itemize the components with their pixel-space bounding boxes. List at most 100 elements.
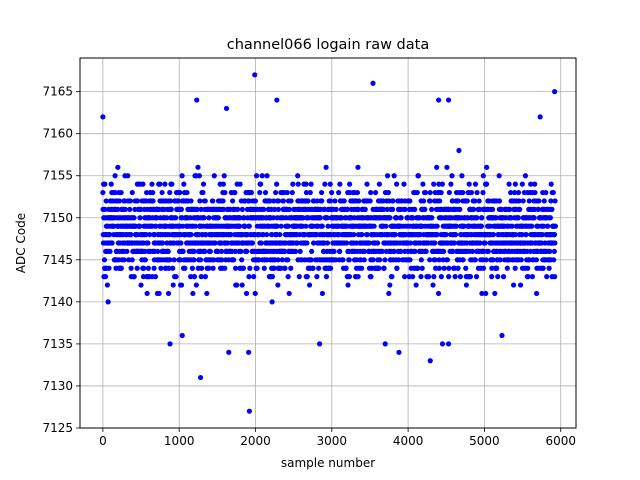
data-point — [508, 189, 514, 196]
data-point — [449, 173, 455, 179]
data-point — [536, 198, 542, 204]
data-point — [259, 173, 265, 179]
data-point — [204, 290, 210, 297]
data-point — [368, 189, 374, 196]
data-point — [115, 206, 121, 212]
x-axis-ticks: 0 1000 2000 3000 4000 5000 6000 — [99, 428, 576, 448]
data-point — [304, 274, 310, 280]
data-point — [257, 189, 263, 196]
data-point — [393, 215, 400, 221]
data-point — [282, 248, 288, 255]
data-point — [279, 257, 285, 263]
data-point — [515, 189, 522, 196]
data-point — [202, 198, 208, 204]
data-point — [391, 248, 397, 255]
plot-frame — [79, 57, 577, 429]
data-point — [244, 248, 250, 255]
data-point — [327, 181, 333, 187]
data-point — [375, 240, 381, 246]
data-point — [398, 215, 404, 221]
data-point — [407, 257, 413, 263]
data-point — [472, 181, 479, 187]
data-point — [239, 282, 245, 288]
data-point — [273, 189, 279, 196]
x-tick-label: 0 — [99, 434, 107, 448]
data-point — [129, 257, 135, 263]
data-point — [197, 257, 204, 263]
data-point — [177, 257, 183, 263]
data-point — [439, 181, 446, 187]
x-tick-label: 4000 — [393, 434, 424, 448]
data-point — [423, 248, 429, 255]
data-point — [540, 265, 546, 271]
data-point — [340, 257, 346, 263]
data-point — [286, 290, 292, 297]
data-point — [149, 181, 155, 187]
data-point — [210, 265, 216, 271]
data-point — [552, 198, 558, 204]
outlier-point — [274, 97, 280, 103]
data-point — [381, 265, 387, 271]
data-point — [351, 231, 357, 238]
data-point — [509, 223, 515, 229]
data-point — [252, 198, 259, 204]
data-point — [191, 274, 198, 280]
data-point — [237, 215, 243, 221]
data-point — [362, 206, 368, 212]
data-point — [178, 282, 185, 288]
data-point — [460, 189, 466, 196]
data-point — [547, 248, 553, 255]
data-point — [469, 248, 476, 255]
data-point — [480, 173, 486, 179]
data-point — [198, 206, 204, 212]
data-point — [285, 257, 291, 263]
data-point — [489, 274, 495, 280]
data-point — [152, 274, 159, 280]
data-point — [427, 189, 433, 196]
data-point — [522, 173, 529, 179]
data-point — [203, 231, 209, 238]
data-point — [215, 215, 221, 221]
data-point — [105, 299, 111, 305]
y-tick-label: 7135 — [42, 337, 73, 351]
data-point — [246, 223, 252, 229]
data-point — [402, 274, 408, 280]
y-tick-label: 7160 — [42, 127, 73, 141]
data-point — [303, 181, 309, 187]
data-point — [364, 231, 370, 238]
data-point — [295, 181, 301, 187]
data-point — [346, 274, 353, 280]
data-point — [517, 206, 523, 212]
data-point — [419, 265, 425, 271]
data-point — [304, 240, 310, 246]
data-point — [128, 265, 134, 271]
data-point — [322, 181, 328, 187]
outlier-point — [396, 349, 402, 355]
y-tick-label: 7130 — [42, 379, 73, 393]
data-point — [112, 173, 118, 179]
data-point — [490, 257, 496, 263]
data-point — [193, 282, 199, 288]
data-point — [512, 189, 518, 196]
data-point — [371, 223, 377, 229]
data-point — [220, 181, 226, 187]
data-point — [476, 206, 483, 212]
data-point — [175, 198, 181, 204]
data-point — [427, 198, 433, 204]
data-point — [278, 265, 284, 271]
data-point — [190, 290, 196, 297]
data-point — [212, 240, 218, 246]
data-point — [364, 181, 370, 187]
data-point — [452, 274, 458, 280]
data-point — [202, 274, 209, 280]
data-point — [274, 223, 280, 229]
data-point — [370, 257, 376, 263]
data-point — [414, 189, 420, 196]
data-point — [289, 189, 295, 196]
data-point — [258, 240, 264, 246]
data-point — [228, 231, 234, 238]
data-point — [199, 265, 205, 271]
outlier-point — [445, 341, 452, 347]
data-point — [494, 265, 500, 271]
